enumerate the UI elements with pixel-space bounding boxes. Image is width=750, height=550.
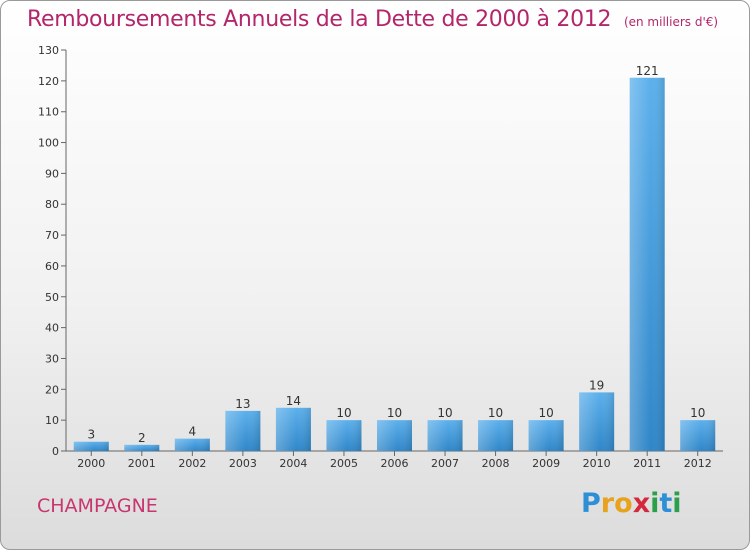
- bar-value-label: 4: [189, 425, 197, 439]
- logo-letter: P: [581, 488, 601, 519]
- x-tick-label: 2012: [684, 457, 712, 470]
- bar-value-label: 10: [690, 406, 705, 420]
- bar-shading: [528, 420, 564, 451]
- y-tick-label: 0: [52, 445, 59, 458]
- bar-value-label: 13: [235, 397, 250, 411]
- bar-value-label: 121: [636, 64, 659, 78]
- bar-value-label: 2: [138, 431, 146, 445]
- bar-shading: [174, 438, 210, 451]
- y-tick-label: 130: [38, 44, 59, 57]
- x-tick-label: 2005: [330, 457, 358, 470]
- y-tick-label: 30: [45, 352, 59, 365]
- y-tick-label: 50: [45, 291, 59, 304]
- x-tick-label: 2010: [583, 457, 611, 470]
- bar-value-label: 10: [488, 406, 503, 420]
- bar-shading: [73, 441, 109, 451]
- x-tick-label: 2002: [178, 457, 206, 470]
- bar-shading: [225, 410, 261, 451]
- bar-value-label: 10: [437, 406, 452, 420]
- x-tick-label: 2000: [77, 457, 105, 470]
- y-tick-label: 70: [45, 229, 59, 242]
- bar-value-label: 14: [286, 394, 301, 408]
- bar-shading: [326, 420, 362, 451]
- chart-subtitle: (en milliers d'€): [623, 15, 719, 29]
- y-tick-label: 90: [45, 167, 59, 180]
- logo-letter: o: [614, 488, 633, 519]
- bar-shading: [629, 77, 665, 451]
- y-tick-label: 40: [45, 322, 59, 335]
- bar-value-label: 10: [336, 406, 351, 420]
- bar-shading: [427, 420, 463, 451]
- y-tick-label: 110: [38, 106, 59, 119]
- bar-shading: [275, 407, 311, 451]
- x-tick-label: 2007: [431, 457, 459, 470]
- bar-shading: [478, 420, 514, 451]
- x-tick-label: 2009: [532, 457, 560, 470]
- y-tick-label: 100: [38, 137, 59, 150]
- x-tick-label: 2003: [229, 457, 257, 470]
- y-tick-label: 120: [38, 75, 59, 88]
- chart-title: Remboursements Annuels de la Dette de 20…: [27, 7, 718, 32]
- bar-shading: [680, 420, 716, 451]
- bar-value-label: 3: [87, 428, 95, 442]
- x-tick-label: 2006: [381, 457, 409, 470]
- x-tick-label: 2004: [279, 457, 307, 470]
- y-tick-label: 20: [45, 383, 59, 396]
- x-tick-label: 2001: [128, 457, 156, 470]
- bar-shading: [579, 392, 615, 451]
- commune-name: CHAMPAGNE: [37, 495, 158, 517]
- logo-letter: t: [659, 488, 673, 519]
- proxiti-logo: Proxiti: [581, 488, 682, 519]
- bar-shading: [124, 444, 160, 451]
- chart-title-text: Remboursements Annuels de la Dette de 20…: [27, 7, 612, 32]
- logo-letter: i: [650, 488, 660, 519]
- y-tick-label: 80: [45, 198, 59, 211]
- y-tick-label: 60: [45, 260, 59, 273]
- bar-value-label: 19: [589, 378, 604, 392]
- logo-letter: r: [600, 488, 615, 519]
- x-tick-label: 2008: [482, 457, 510, 470]
- bar-value-label: 10: [387, 406, 402, 420]
- bar-value-label: 10: [538, 406, 553, 420]
- logo-letter: x: [632, 488, 651, 519]
- bar-shading: [377, 420, 412, 451]
- x-tick-label: 2011: [633, 457, 661, 470]
- y-tick-label: 10: [45, 414, 59, 427]
- logo-letter: i: [672, 488, 682, 519]
